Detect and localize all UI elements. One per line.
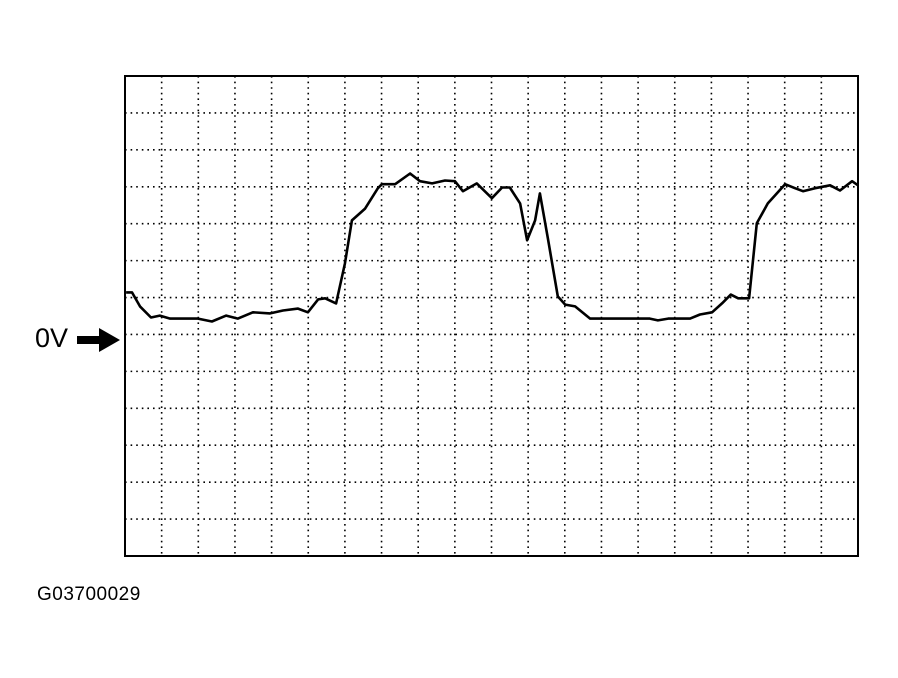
arrow-right-icon [77, 328, 120, 352]
zero-volt-label: 0V [35, 323, 69, 353]
figure-id: G03700029 [37, 584, 141, 605]
plot-frame [124, 75, 859, 557]
grid [125, 76, 858, 556]
waveform-trace [126, 172, 859, 323]
